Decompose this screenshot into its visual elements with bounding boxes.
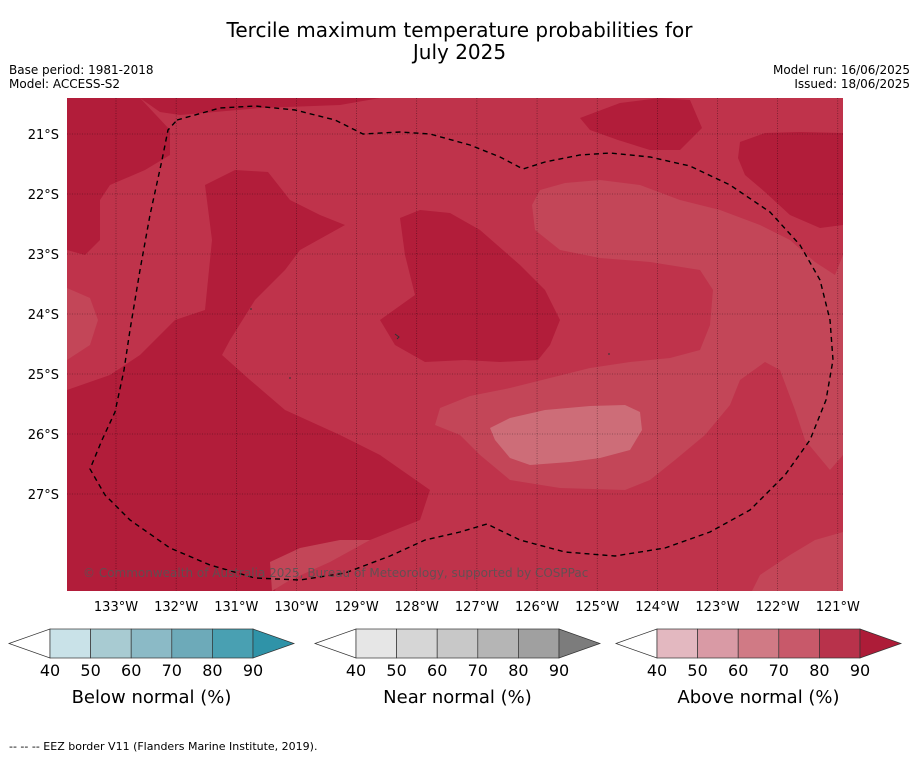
colorbar-tick-label: 80: [508, 661, 528, 680]
colorbar-tick-label: 60: [728, 661, 748, 680]
colorbar-tick-label: 90: [850, 661, 870, 680]
colorbar-tick-label: 80: [202, 661, 222, 680]
lon-label: 121°W: [816, 600, 860, 615]
colorbar-title: Above normal (%): [677, 687, 839, 708]
colorbar-segment: [49, 628, 91, 659]
lon-label: 132°W: [154, 600, 198, 615]
colorbar-lower-extension: [313, 628, 357, 659]
eez-border: [89, 105, 834, 581]
lon-label: 127°W: [455, 600, 499, 615]
region-above-80-90-north-west: [67, 98, 170, 255]
colorbar-upper-extension: [859, 628, 903, 659]
lon-label: 123°W: [695, 600, 739, 615]
lon-label: 131°W: [214, 600, 258, 615]
colorbar-upper-extension: [252, 628, 296, 659]
graticule: [67, 98, 843, 591]
lat-label: 22°S: [28, 188, 59, 203]
colorbar-tick-label: 60: [427, 661, 447, 680]
colorbar-tick-label: 50: [386, 661, 406, 680]
colorbar-tick-label: 40: [346, 661, 366, 680]
region-above-80-90-central: [380, 210, 560, 362]
probability-field: [67, 98, 843, 591]
lon-label: 125°W: [575, 600, 619, 615]
copyright-notice: © Commonwealth of Australia 2025, Bureau…: [83, 566, 588, 580]
region-above-80-90-north-east-2: [580, 98, 702, 150]
longitude-labels: 133°W 132°W 131°W 130°W 129°W 128°W 127°W 126°W…: [94, 600, 860, 615]
colorbar-segment: [778, 628, 820, 659]
lat-label: 21°S: [28, 128, 59, 143]
lon-label: 129°W: [335, 600, 379, 615]
title-line-1: Tercile maximum temperature probabilitie…: [226, 18, 693, 42]
colorbar-title: Near normal (%): [383, 687, 532, 708]
region-above-80-90-south-west: [67, 170, 430, 591]
colorbar-upper-extension: [558, 628, 602, 659]
meta-left: Base period: 1981-2018 Model: ACCESS-S2: [9, 63, 154, 91]
region-above-80-90-north-east: [738, 132, 843, 228]
colorbar-lower-extension: [614, 628, 658, 659]
colorbars: 40 50 60 70 80 90 Below normal (%) 40 50 60 70 80 90…: [7, 628, 903, 708]
issued-date: Issued: 18/06/2025: [794, 77, 910, 91]
colorbar-tick-label: 80: [809, 661, 829, 680]
title-line-2: July 2025: [412, 40, 507, 64]
lon-label: 133°W: [94, 600, 138, 615]
colorbar-tick-label: 50: [687, 661, 707, 680]
colorbar-segment: [212, 628, 254, 659]
eez-legend-footer: -- -- -- EEZ border V11 (Flanders Marine…: [9, 740, 318, 753]
colorbar-tick-label: 70: [468, 661, 488, 680]
colorbar-tick-label: 70: [162, 661, 182, 680]
colorbar-tick-label: 60: [121, 661, 141, 680]
region-above-60-70-west: [67, 288, 98, 360]
colorbar-lower-extension: [7, 628, 51, 659]
colorbar-tick-label: 40: [40, 661, 60, 680]
lon-label: 124°W: [635, 600, 679, 615]
colorbar-segment: [697, 628, 739, 659]
colorbar-segment: [355, 628, 397, 659]
region-above-60-70-south-east: [752, 532, 843, 591]
colorbar-segment: [436, 628, 479, 659]
lon-label: 128°W: [395, 600, 439, 615]
latitude-labels: 21°S 22°S 23°S 24°S 25°S 26°S 27°S: [28, 128, 59, 503]
colorbar-above: 40 50 60 70 80 90 Above normal (%): [614, 628, 903, 708]
colorbar-tick-label: 70: [769, 661, 789, 680]
colorbar-below: 40 50 60 70 80 90 Below normal (%): [7, 628, 296, 708]
colorbar-segment: [518, 628, 560, 659]
lon-label: 122°W: [756, 600, 800, 615]
lon-label: 126°W: [515, 600, 559, 615]
colorbar-tick-label: 50: [80, 661, 100, 680]
colorbar-tick-label: 90: [243, 661, 263, 680]
lat-label: 25°S: [28, 368, 59, 383]
region-above-60-70-south-mid: [270, 540, 370, 591]
colorbar-segment: [819, 628, 861, 659]
model-name: Model: ACCESS-S2: [9, 77, 121, 91]
colorbar-segment: [90, 628, 132, 659]
lat-label: 26°S: [28, 428, 59, 443]
region-above-50-60: [490, 405, 642, 465]
map-title: Tercile maximum temperature probabilitie…: [0, 19, 919, 63]
island-marker-1: [394, 333, 400, 340]
meta-right: Model run: 16/06/2025 Issued: 18/06/2025: [773, 63, 910, 91]
colorbar-title: Below normal (%): [72, 687, 232, 708]
colorbar-segment: [130, 628, 173, 659]
colorbar-tick-label: 90: [549, 661, 569, 680]
lat-label: 27°S: [28, 488, 59, 503]
colorbar-segment: [171, 628, 213, 659]
lon-label: 130°W: [274, 600, 318, 615]
colorbar-segment: [737, 628, 780, 659]
base-period: Base period: 1981-2018: [9, 63, 154, 77]
lat-label: 24°S: [28, 308, 59, 323]
colorbar-segment: [656, 628, 698, 659]
colorbar-segment: [396, 628, 438, 659]
colorbar-tick-label: 40: [647, 661, 667, 680]
model-run: Model run: 16/06/2025: [772, 63, 910, 77]
colorbar-near: 40 50 60 70 80 90 Near normal (%): [313, 628, 602, 708]
colorbar-segment: [477, 628, 519, 659]
lat-label: 23°S: [28, 248, 59, 263]
